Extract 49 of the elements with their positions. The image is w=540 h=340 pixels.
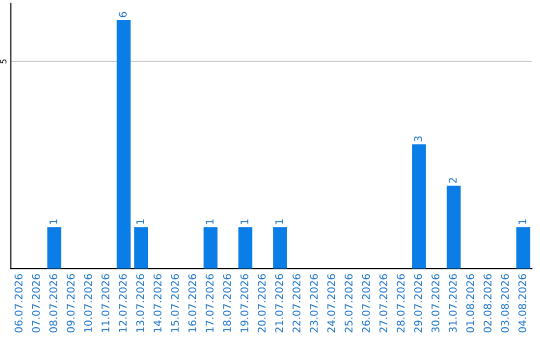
x-tick-label: 15.07.2026 <box>170 274 179 332</box>
data-label: 1 <box>275 219 283 224</box>
data-label: 1 <box>240 219 248 224</box>
x-tick-label: 25.07.2026 <box>344 274 353 332</box>
bar <box>273 227 287 269</box>
bar <box>238 227 252 269</box>
x-tick-label: 20.07.2026 <box>258 274 266 332</box>
bar <box>116 20 131 269</box>
bar <box>47 227 62 269</box>
x-tick-label: 09.07.2026 <box>66 274 75 332</box>
data-label: 1 <box>206 219 214 224</box>
bar <box>412 144 426 269</box>
x-tick-label: 16.07.2026 <box>188 274 196 332</box>
x-tick-label: 08.07.2026 <box>49 274 58 332</box>
x-tick-label: 06.07.2026 <box>14 274 23 332</box>
x-tick-label: 28.07.2026 <box>396 274 405 332</box>
x-tick-label: 27.07.2026 <box>379 274 388 332</box>
x-tick-label: 14.07.2026 <box>154 274 162 332</box>
x-tick-label: 10.07.2026 <box>84 274 92 332</box>
y-tick-label: 5 <box>0 59 6 64</box>
data-label: 1 <box>518 219 526 224</box>
x-tick-label: 18.07.2026 <box>223 274 231 332</box>
x-tick-label: 30.07.2026 <box>432 274 440 332</box>
data-label: 6 <box>118 12 127 18</box>
data-label: 2 <box>448 178 457 183</box>
x-tick-label: 29.07.2026 <box>414 274 422 332</box>
x-tick-label: 17.07.2026 <box>206 274 214 332</box>
x-tick-label: 04.08.2026 <box>518 274 526 332</box>
data-label: 1 <box>50 219 58 224</box>
x-tick-label: 12.07.2026 <box>118 274 127 332</box>
x-tick-label: 02.08.2026 <box>484 274 492 332</box>
x-tick-label: 11.07.2026 <box>101 274 110 332</box>
x-tick-label: 31.07.2026 <box>448 274 457 332</box>
data-label: 3 <box>414 136 422 142</box>
data-label: 1 <box>136 219 144 224</box>
x-tick-label: 19.07.2026 <box>240 274 248 332</box>
x-tick-label: 03.08.2026 <box>500 274 509 332</box>
bar <box>134 227 148 269</box>
bar <box>516 227 530 269</box>
x-tick-label: 22.07.2026 <box>292 274 300 332</box>
x-tick-label: 24.07.2026 <box>327 274 336 332</box>
x-tick-label: 21.07.2026 <box>275 274 284 332</box>
x-tick-label: 23.07.2026 <box>310 274 318 332</box>
bar <box>446 186 461 269</box>
x-tick-label: 26.07.2026 <box>362 274 370 332</box>
x-tick-label: 01.08.2026 <box>466 274 474 332</box>
bar <box>204 227 218 269</box>
x-tick-label: 07.07.2026 <box>32 274 40 332</box>
x-tick-label: 13.07.2026 <box>136 274 144 332</box>
